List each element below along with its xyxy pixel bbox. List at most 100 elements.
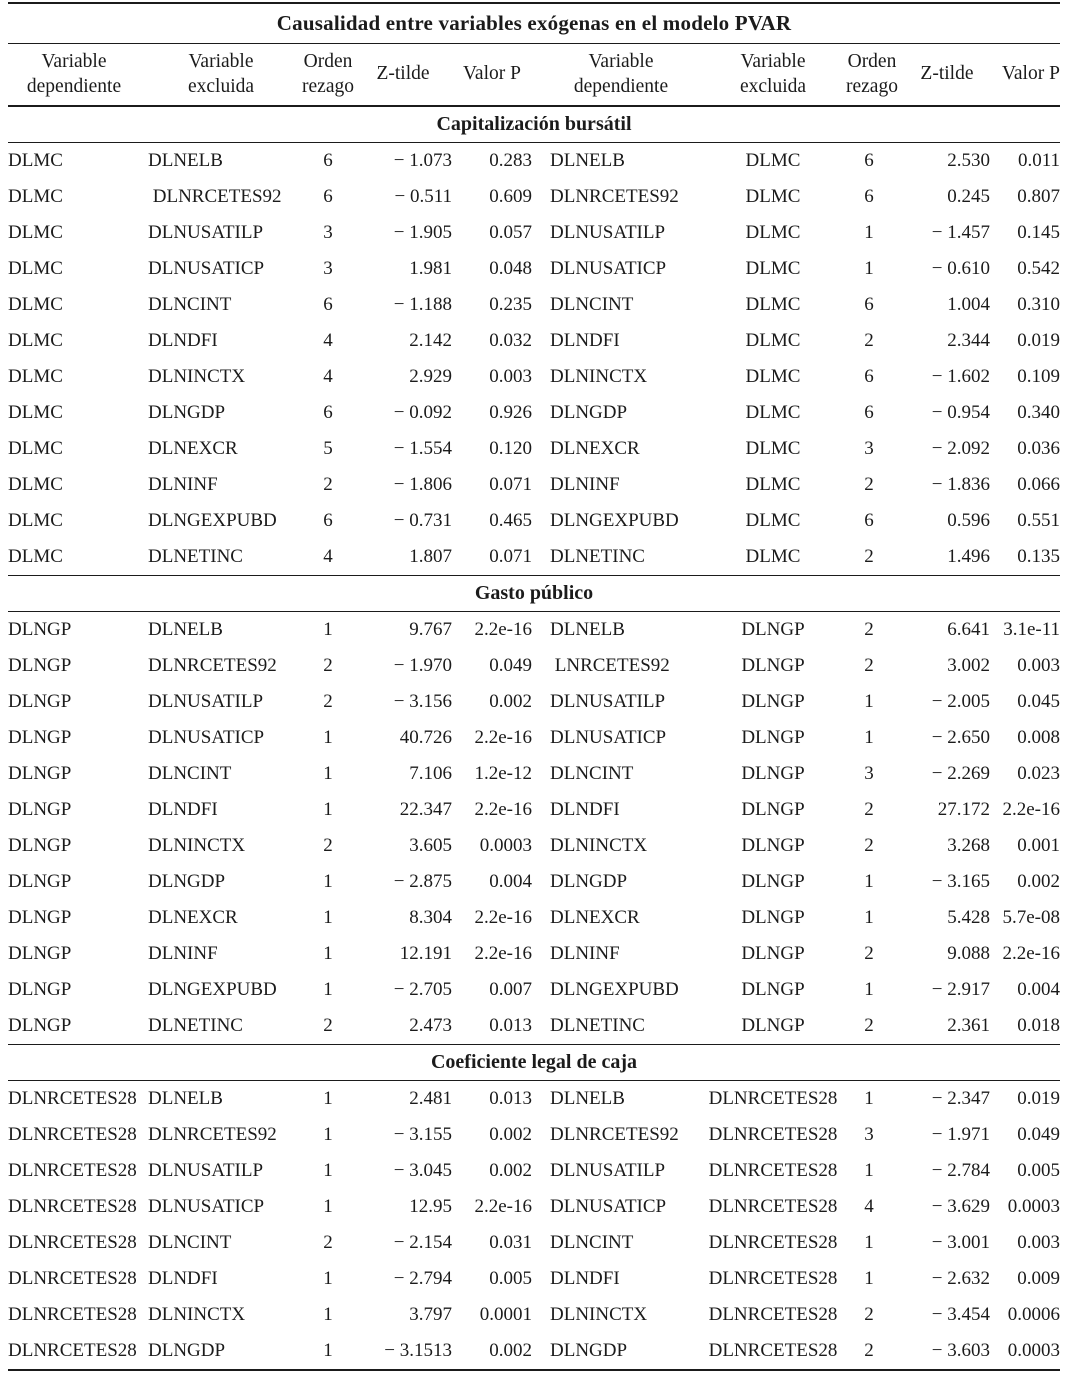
cell-orden-rezago-left: 6 [323, 510, 333, 531]
cell-orden-rezago-right: 1 [864, 258, 874, 279]
cell-variable-excluida-left: DLNGDP [148, 1340, 226, 1361]
cell-variable-dependiente-right: DLNCINT [550, 294, 634, 315]
cell-variable-dependiente-left: DLNRCETES28 [8, 1304, 137, 1325]
cell-variable-excluida-left: DLNETINC [148, 1015, 243, 1036]
cell-valor-p-left: 0.071 [489, 546, 532, 567]
cell-orden-rezago-left: 2 [323, 655, 333, 676]
cell-z-tilde-right: 1.004 [947, 294, 990, 315]
cell-valor-p-left: 2.2e-16 [474, 727, 532, 748]
cell-z-tilde-right: 2.530 [947, 150, 990, 171]
cell-z-tilde-right: − 2.347 [931, 1088, 990, 1109]
cell-z-tilde-left: − 2.875 [393, 871, 452, 892]
cell-z-tilde-right: − 1.457 [931, 222, 990, 243]
cell-variable-excluida-left: DLNUSATILP [148, 222, 264, 243]
cell-variable-dependiente-left: DLNGP [8, 655, 72, 676]
cell-valor-p-left: 0.283 [489, 150, 532, 171]
table-row: DLNGP DLNEXCR 1 8.304 2.2e-16 DLNEXCR DLNGP 1 5.… [8, 900, 1060, 936]
cell-variable-dependiente-right: DLNETINC [550, 1015, 645, 1036]
cell-valor-p-right: 0.004 [1017, 979, 1060, 1000]
cell-valor-p-right: 0.807 [1017, 186, 1060, 207]
cell-orden-rezago-right: 2 [864, 619, 874, 640]
cell-orden-rezago-right: 2 [864, 1340, 874, 1361]
cell-orden-rezago-right: 3 [864, 763, 874, 784]
cell-z-tilde-left: − 3.1513 [384, 1340, 452, 1361]
cell-variable-dependiente-right: DLNUSATICP [550, 258, 667, 279]
cell-variable-dependiente-left: DLMC [8, 402, 63, 423]
rule-under-title [8, 43, 1060, 44]
cell-variable-dependiente-left: DLNGP [8, 799, 72, 820]
cell-variable-excluida-left: DLNETINC [148, 546, 243, 567]
cell-valor-p-left: 0.048 [489, 258, 532, 279]
cell-variable-excluida-left: DLNCINT [148, 763, 232, 784]
cell-z-tilde-left: 1.981 [409, 258, 452, 279]
cell-orden-rezago-left: 1 [323, 619, 333, 640]
cell-valor-p-right: 0.145 [1017, 222, 1060, 243]
cell-variable-excluida-left: DLNELB [148, 619, 223, 640]
cell-orden-rezago-right: 1 [864, 1268, 874, 1289]
cell-variable-dependiente-right: DLNDFI [550, 1268, 620, 1289]
cell-orden-rezago-left: 1 [323, 1196, 333, 1217]
table-row: DLNGP DLNETINC 2 2.473 0.013 DLNETINC DLNGP 2 2.… [8, 1008, 1060, 1044]
cell-variable-dependiente-left: DLMC [8, 546, 63, 567]
cell-variable-excluida-right: DLNGP [741, 871, 805, 892]
cell-valor-p-right: 0.009 [1017, 1268, 1060, 1289]
cell-orden-rezago-right: 3 [864, 1124, 874, 1145]
cell-z-tilde-left: − 0.092 [393, 402, 452, 423]
cell-z-tilde-right: − 2.269 [931, 763, 990, 784]
cell-valor-p-right: 5.7e-08 [1002, 907, 1060, 928]
cell-variable-dependiente-right: DLNEXCR [550, 438, 640, 459]
cell-orden-rezago-right: 1 [864, 1232, 874, 1253]
cell-variable-excluida-right: DLMC [745, 402, 801, 423]
cell-variable-excluida-right: DLNGP [741, 907, 805, 928]
table-row: DLMC DLNEXCR 5 − 1.554 0.120 DLNEXCR DLMC 3 − 2.… [8, 431, 1060, 467]
table-row: DLNRCETES28 DLNUSATICP 1 12.95 2.2e-16 DLNUSA… [8, 1189, 1060, 1225]
cell-orden-rezago-right: 2 [864, 1304, 874, 1325]
table-row: DLNRCETES28 DLNINCTX 1 3.797 0.0001 DLNINCTX D… [8, 1297, 1060, 1333]
cell-z-tilde-right: − 1.971 [931, 1124, 990, 1145]
cell-orden-rezago-right: 6 [864, 402, 874, 423]
table-row: DLNGP DLNGEXPUBD 1 − 2.705 0.007 DLNGEXPUBD DL… [8, 972, 1060, 1008]
cell-variable-excluida-right: DLNGP [741, 763, 805, 784]
col-header-variable-excluida-right: Variable excluida [739, 51, 807, 97]
cell-variable-excluida-left: DLNUSATICP [148, 1196, 265, 1217]
cell-variable-excluida-right: DLMC [745, 222, 801, 243]
cell-variable-excluida-right: DLNGP [741, 835, 805, 856]
cell-variable-excluida-left: DLNINF [148, 943, 218, 964]
cell-variable-excluida-left: DLNRCETES92 [148, 1124, 277, 1145]
cell-valor-p-right: 0.066 [1017, 474, 1060, 495]
cell-variable-dependiente-left: DLMC [8, 510, 63, 531]
cell-orden-rezago-left: 6 [323, 150, 333, 171]
cell-variable-dependiente-right: DLNDFI [550, 799, 620, 820]
cell-valor-p-right: 0.340 [1017, 402, 1060, 423]
cell-variable-excluida-right: DLNGP [741, 1015, 805, 1036]
cell-variable-dependiente-right: DLNINCTX [550, 366, 648, 387]
cell-variable-dependiente-left: DLNGP [8, 619, 72, 640]
col-header-orden-rezago-left: Orden rezago [302, 51, 354, 97]
cell-z-tilde-right: − 2.005 [931, 691, 990, 712]
cell-variable-dependiente-left: DLMC [8, 294, 63, 315]
table-row: DLMC DLNGDP 6 − 0.092 0.926 DLNGDP DLMC 6 − 0.95… [8, 395, 1060, 431]
cell-valor-p-right: 0.003 [1017, 655, 1060, 676]
cell-variable-excluida-right: DLNRCETES28 [708, 1340, 838, 1361]
cell-z-tilde-left: 2.481 [409, 1088, 452, 1109]
cell-z-tilde-left: 7.106 [409, 763, 452, 784]
cell-valor-p-right: 0.019 [1017, 330, 1060, 351]
cell-valor-p-right: 0.005 [1017, 1160, 1060, 1181]
cell-z-tilde-right: 5.428 [947, 907, 990, 928]
cell-z-tilde-right: 2.344 [947, 330, 990, 351]
col-header-z-tilde-left: Z-tilde [376, 63, 430, 85]
cell-z-tilde-left: 22.347 [399, 799, 452, 820]
cell-variable-excluida-left: DLNEXCR [148, 438, 238, 459]
cell-z-tilde-left: − 2.154 [393, 1232, 452, 1253]
cell-orden-rezago-left: 3 [323, 222, 333, 243]
cell-variable-dependiente-left: DLMC [8, 222, 63, 243]
cell-valor-p-left: 2.2e-16 [474, 1196, 532, 1217]
cell-variable-dependiente-right: DLNGDP [550, 1340, 628, 1361]
cell-variable-dependiente-right: DLNRCETES92 [550, 186, 679, 207]
cell-variable-dependiente-left: DLNRCETES28 [8, 1268, 137, 1289]
cell-variable-excluida-right: DLNGP [741, 943, 805, 964]
cell-valor-p-right: 0.049 [1017, 1124, 1060, 1145]
cell-z-tilde-right: 0.596 [947, 510, 990, 531]
cell-z-tilde-right: 3.002 [947, 655, 990, 676]
cell-z-tilde-left: − 1.554 [393, 438, 452, 459]
